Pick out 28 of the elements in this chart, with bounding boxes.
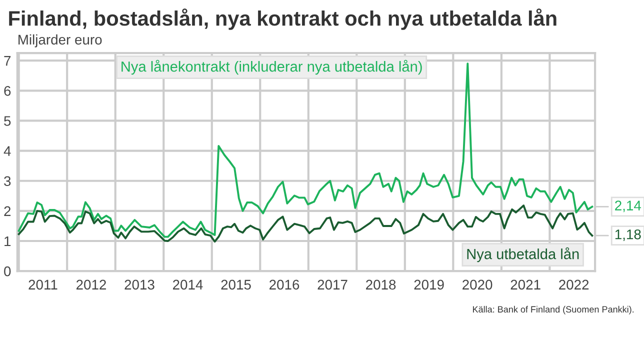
x-tick-label: 2020 [462, 280, 492, 290]
y-tick-label: 7 [4, 56, 11, 66]
annotation: 2,14 [615, 200, 642, 212]
y-tick-label: 0 [4, 266, 11, 276]
line-series [18, 204, 594, 243]
text: Nya lånekontrakt (inkluderar nya utbetalda lån) [122, 60, 422, 75]
x-tick-label: 2018 [366, 280, 396, 290]
text: Källa: Bank of Finland (Suomen Pankki). [473, 306, 634, 314]
y-tick-label: 4 [4, 146, 11, 156]
series-label: Nya utbetalda lån [467, 247, 579, 262]
x-tick-label: 2014 [172, 280, 203, 290]
y-tick-label: 2 [4, 206, 11, 216]
x-tick-label: 2019 [414, 280, 444, 290]
y-tick-label: 6 [4, 86, 11, 96]
chart-title: Finland, bostadslån, nya kontrakt och nya utbetalda lån [9, 8, 556, 30]
x-tick-label: 2012 [76, 280, 106, 290]
y-tick-label: 1 [4, 236, 11, 246]
x-tick-label: 2021 [510, 280, 540, 290]
y-tick-label: 3 [4, 176, 11, 186]
x-tick-label: 2017 [318, 280, 348, 290]
x-tick-label: 2011 [28, 280, 58, 290]
y-axis-title: Miljarder euro [18, 34, 102, 48]
annotation: 1,18 [615, 229, 641, 241]
x-tick-label: 2013 [124, 280, 154, 290]
x-tick-label: 2022 [559, 280, 589, 290]
x-tick-label: 2015 [221, 280, 251, 290]
x-tick-label: 2016 [270, 280, 300, 290]
y-tick-label: 5 [4, 116, 11, 126]
